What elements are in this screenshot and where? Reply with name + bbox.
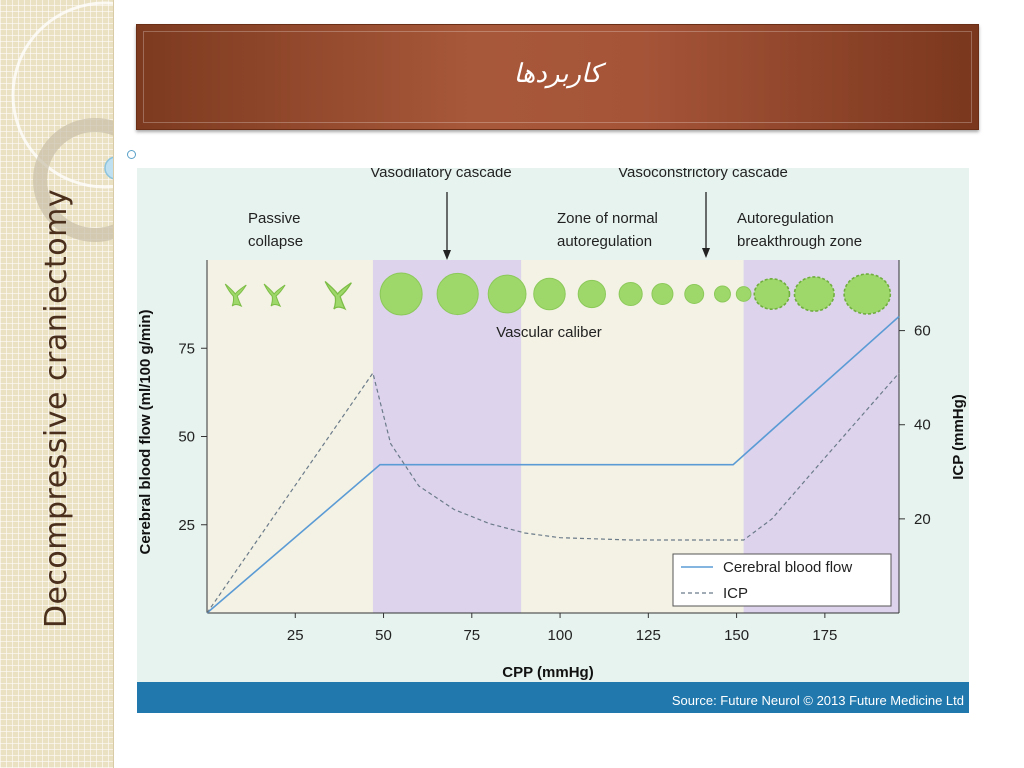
y-axis-label-left: Cerebral blood flow (ml/100 g/min) xyxy=(137,309,154,554)
y-left-tick-label-75: 75 xyxy=(178,340,195,357)
vessel-breakthrough-13 xyxy=(753,278,791,311)
y-left-tick-label-50: 50 xyxy=(178,429,195,446)
normal-line-1: Zone of normal xyxy=(557,210,658,227)
vessel-collapsed-2 xyxy=(324,281,352,311)
zone-band-1 xyxy=(372,260,522,613)
annotation-vasoconstrictory: Vasoconstrictory cascade xyxy=(618,168,788,181)
vessel-breakthrough-14 xyxy=(793,276,835,312)
zone-bands xyxy=(207,260,899,613)
arrow-down-icon xyxy=(702,248,710,258)
x-tick-label-50: 50 xyxy=(375,627,392,644)
vessel-breakthrough-15 xyxy=(843,273,892,315)
chart-lines xyxy=(206,315,900,614)
x-tick-label-100: 100 xyxy=(548,627,573,644)
x-tick-label-175: 175 xyxy=(812,627,837,644)
annotation-normal-zone: Zone of normal autoregulation xyxy=(557,210,662,250)
zone-band-0 xyxy=(207,260,373,613)
y-axis-label-right: ICP (mmHg) xyxy=(950,394,967,480)
vessel-collapsed-1 xyxy=(263,283,286,308)
cpp-chart-figure: 25 50 75 100 125 150 175 25 50 75 20 40 60 Vasodilat… xyxy=(137,168,969,713)
y-right-tick-label-60: 60 xyxy=(914,323,931,340)
series-cbf-line xyxy=(206,315,900,614)
slide-title: کاربردها xyxy=(513,59,602,89)
chart-legend: Cerebral blood flow ICP xyxy=(672,553,892,607)
vessel-dilated-11 xyxy=(713,285,731,303)
legend-icp: ICP xyxy=(723,585,748,602)
vessel-dilated-10 xyxy=(684,284,705,304)
vessel-collapsed-0 xyxy=(224,283,247,308)
source-text: Source: Future Neurol © 2013 Future Medi… xyxy=(672,693,964,708)
normal-line-2: autoregulation xyxy=(557,233,652,250)
annotation-vascular-caliber: Vascular caliber xyxy=(496,324,602,341)
arrow-down-icon xyxy=(443,250,451,260)
vessel-shape-0 xyxy=(224,283,247,308)
series-icp-line xyxy=(206,371,900,614)
legend-cbf: Cerebral blood flow xyxy=(723,559,852,576)
vessel-dilated-6 xyxy=(533,277,566,311)
annotation-breakthrough-zone: Autoregulation breakthrough zone xyxy=(737,210,862,250)
vessel-row xyxy=(224,272,892,316)
breakthrough-line-1: Autoregulation xyxy=(737,210,834,227)
vessel-dilated-7 xyxy=(577,279,606,309)
annotation-vasodilatory: Vasodilatory cascade xyxy=(370,168,511,181)
passive-line-2: collapse xyxy=(248,233,303,250)
x-tick-label-150: 150 xyxy=(724,627,749,644)
vessel-shape-2 xyxy=(324,281,352,311)
vessel-shape-1 xyxy=(263,283,286,308)
vessel-dilated-8 xyxy=(618,281,643,307)
y-left-tick-label-25: 25 xyxy=(178,517,195,534)
vessel-dilated-4 xyxy=(436,272,479,316)
annotation-passive-collapse: Passive collapse xyxy=(248,210,305,250)
passive-line-1: Passive xyxy=(248,210,301,227)
bullet-icon xyxy=(127,150,136,159)
vessel-dilated-5 xyxy=(487,274,527,314)
sidebar-title-text: Decompressive craniectomy xyxy=(39,188,75,628)
vessel-dilated-3 xyxy=(379,272,423,316)
y-right-tick-label-20: 20 xyxy=(914,511,931,528)
vessel-dilated-12 xyxy=(735,286,752,302)
sidebar-title: Decompressive craniectomy xyxy=(0,0,113,768)
x-tick-label-75: 75 xyxy=(463,627,480,644)
chart-axes: 25 50 75 100 125 150 175 25 50 75 20 40 60 xyxy=(178,260,931,644)
sidebar: Decompressive craniectomy xyxy=(0,0,114,768)
bubble-icon xyxy=(104,156,113,180)
x-tick-label-125: 125 xyxy=(636,627,661,644)
y-right-tick-label-40: 40 xyxy=(914,417,931,434)
x-axis-label: CPP (mmHg) xyxy=(502,664,593,681)
vessel-dilated-9 xyxy=(651,283,674,305)
title-banner: کاربردها xyxy=(136,24,979,130)
annotations: Vasodilatory cascade Vasoconstrictory ca… xyxy=(248,168,862,341)
decorative-circles xyxy=(11,1,113,242)
source-bar xyxy=(137,682,969,713)
breakthrough-line-2: breakthrough zone xyxy=(737,233,862,250)
x-tick-label-25: 25 xyxy=(287,627,304,644)
